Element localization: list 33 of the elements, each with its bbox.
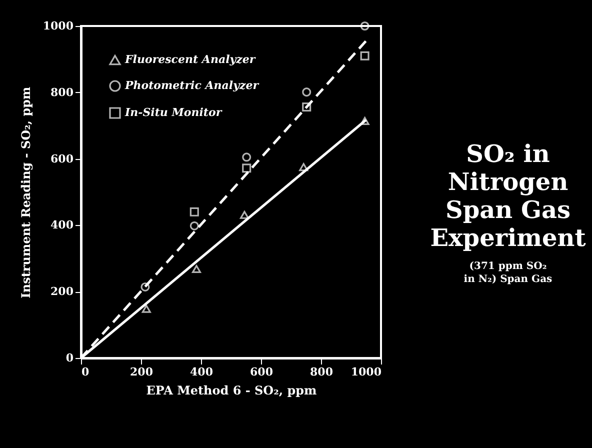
x-tick-label: 200 bbox=[130, 366, 154, 378]
text: (371 ppm SO₂ in N₂) Span Gas bbox=[463, 260, 553, 286]
x-tick-label: 1000 bbox=[350, 366, 382, 378]
point bbox=[360, 51, 370, 60]
y-axis-title: Instrument Reading - SO₂, ppm bbox=[18, 86, 33, 298]
point bbox=[360, 22, 370, 30]
text: SO₂ in Nitrogen Span Gas Experiment bbox=[429, 139, 587, 252]
point bbox=[140, 282, 150, 292]
legend-label: Photometric Analyzer bbox=[124, 79, 260, 92]
point bbox=[190, 221, 199, 230]
y-tick-label: 1000 bbox=[42, 20, 74, 32]
x-axis-title: EPA Method 6 - SO₂, ppm bbox=[146, 384, 318, 398]
x-tick-label: 600 bbox=[250, 366, 274, 378]
x-tick-label: 800 bbox=[310, 366, 334, 378]
point bbox=[242, 164, 252, 173]
y-tick-label: 600 bbox=[50, 152, 74, 166]
y-tick-label: 800 bbox=[50, 86, 74, 99]
point bbox=[192, 265, 202, 274]
point bbox=[299, 163, 308, 172]
point bbox=[360, 116, 370, 125]
point bbox=[142, 304, 151, 313]
y-tick-label: 400 bbox=[50, 218, 74, 232]
x-tick-label: 0 bbox=[82, 366, 90, 378]
x-tick-label: 400 bbox=[190, 366, 214, 378]
y-tick-label: 200 bbox=[50, 285, 74, 298]
point bbox=[242, 152, 252, 162]
point bbox=[302, 88, 312, 97]
point bbox=[302, 102, 312, 112]
y-tick-label: 0 bbox=[66, 352, 74, 364]
point bbox=[190, 207, 199, 216]
legend-label: Fluorescent Analyzer bbox=[124, 53, 256, 66]
point bbox=[240, 210, 250, 219]
legend-label: In-Situ Monitor bbox=[124, 106, 223, 119]
